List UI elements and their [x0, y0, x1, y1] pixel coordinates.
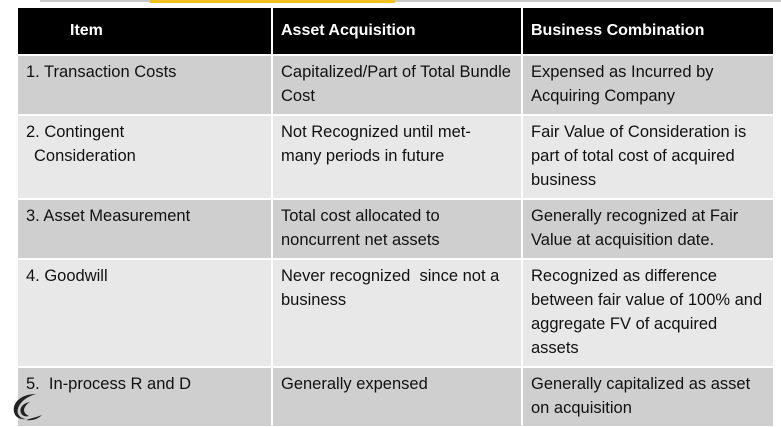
item-line-2: Consideration — [34, 147, 136, 165]
cell-asset-acquisition: Generally expensed — [272, 366, 523, 426]
table-row: 4. Goodwill Never recognized since not a… — [18, 258, 773, 367]
cell-asset-acquisition: Capitalized/Part of Total Bundle Cost — [272, 54, 523, 115]
cell-asset-acquisition: Never recognized since not a business — [272, 258, 523, 367]
header-business-combination: Business Combination — [522, 8, 773, 55]
cell-item: 5. In-process R and D — [18, 366, 273, 426]
cell-asset-acquisition: Not Recognized until met- many periods i… — [272, 114, 523, 199]
table-row: 5. In-process R and D Generally expensed… — [18, 366, 773, 426]
table-header-row: Item Asset Acquisition Business Combinat… — [18, 8, 773, 55]
top-accent-bar — [150, 0, 395, 3]
cell-asset-acquisition: Total cost allocated to noncurrent net a… — [272, 198, 523, 259]
item-line-1: 2. Contingent — [26, 123, 125, 141]
table-row: 2. Contingent Consideration Not Recogniz… — [18, 114, 773, 199]
cell-business-combination: Expensed as Incurred by Acquiring Compan… — [522, 54, 773, 115]
cell-business-combination: Recognized as difference between fair va… — [522, 258, 773, 367]
cell-item: 4. Goodwill — [18, 258, 273, 367]
cell-business-combination: Generally recognized at Fair Value at ac… — [522, 198, 773, 259]
swirl-logo-icon — [13, 394, 42, 421]
top-divider-left — [40, 0, 150, 2]
comparison-table: Item Asset Acquisition Business Combinat… — [18, 8, 773, 426]
cell-business-combination: Fair Value of Consideration is part of t… — [522, 114, 773, 199]
header-item: Item — [18, 8, 273, 55]
header-asset-acquisition: Asset Acquisition — [272, 8, 523, 55]
table-row: 1. Transaction Costs Capitalized/Part of… — [18, 54, 773, 115]
cell-business-combination: Generally capitalized as asset on acquis… — [522, 366, 773, 426]
table-row: 3. Asset Measurement Total cost allocate… — [18, 198, 773, 259]
cell-item: 2. Contingent Consideration — [18, 114, 273, 199]
top-divider-right — [395, 0, 781, 2]
cell-item: 3. Asset Measurement — [18, 198, 273, 259]
cell-item: 1. Transaction Costs — [18, 54, 273, 115]
